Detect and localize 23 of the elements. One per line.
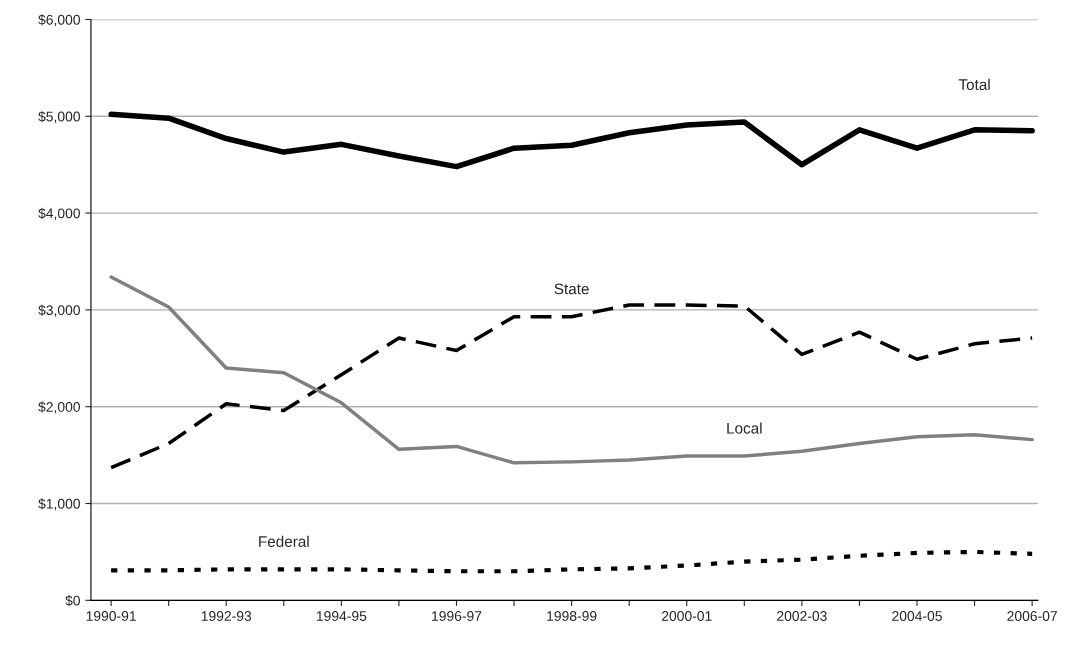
y-tick-label: $4,000 (38, 207, 80, 220)
y-tick-label: $5,000 (38, 111, 80, 124)
x-tick-label: 1996-97 (432, 611, 482, 621)
y-tick-label: $6,000 (38, 14, 80, 27)
series-label: State (554, 283, 589, 295)
x-tick-label: 1998-99 (547, 611, 597, 621)
line-series (109, 549, 1035, 574)
y-tick-label: $1,000 (38, 498, 80, 511)
x-tick-label: 2002-03 (777, 611, 827, 621)
x-tick-label: 1990-91 (86, 611, 136, 621)
x-tick-label: 1992-93 (201, 611, 252, 621)
y-tick-label: $3,000 (38, 304, 80, 317)
y-tick-label: $0 (65, 595, 80, 607)
x-tick-label: 1994-95 (316, 611, 367, 621)
text: Total (958, 78, 990, 91)
line-series (109, 275, 1034, 465)
x-tick-label: 2000-01 (661, 611, 712, 621)
line-series (109, 303, 1034, 470)
series-label: Federal (259, 535, 309, 547)
y-tick-label: $2,000 (38, 401, 80, 414)
x-tick-label: 2004-05 (892, 611, 942, 621)
series-label: Local (727, 422, 762, 434)
x-tick-label: 2006-07 (1007, 611, 1057, 621)
